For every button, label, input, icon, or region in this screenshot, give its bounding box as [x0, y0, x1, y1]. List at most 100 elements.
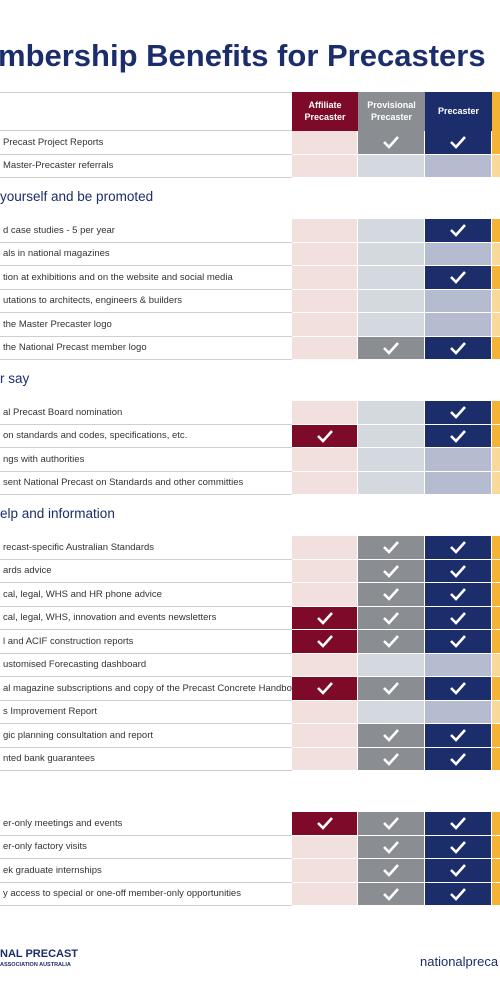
empty-cell [292, 154, 358, 178]
row-label: cal, legal, WHS and HR phone advice [0, 583, 292, 607]
check-cell [358, 583, 425, 607]
orange-strip [492, 724, 500, 748]
row-label: the Master Precaster logo [0, 313, 292, 337]
check-cell [292, 630, 358, 654]
title: mbership Benefits for Precasters [0, 38, 486, 73]
empty-cell [358, 448, 425, 472]
check-cell [425, 859, 492, 883]
orange-strip [492, 700, 500, 724]
row-label: tion at exhibitions and on the website a… [0, 266, 292, 290]
logo-main: NAL PRECAST [0, 948, 79, 960]
orange-strip [492, 812, 500, 836]
row-label: ngs with authorities [0, 448, 292, 472]
check-cell [358, 536, 425, 560]
row-label: the National Precast member logo [0, 337, 292, 360]
empty-cell [358, 266, 425, 290]
check-cell [358, 131, 425, 155]
empty-cell [358, 471, 425, 495]
check-cell [358, 606, 425, 630]
empty-cell [358, 313, 425, 337]
row-label: ustomised Forecasting dashboard [0, 654, 292, 677]
empty-cell [292, 131, 358, 155]
empty-cell [425, 700, 492, 724]
orange-strip [492, 401, 500, 425]
orange-strip [492, 131, 500, 155]
check-cell [425, 724, 492, 748]
row-label: sent National Precast on Standards and o… [0, 472, 292, 495]
check-cell [425, 630, 492, 654]
website: nationalpreca [420, 954, 499, 969]
empty-cell [358, 242, 425, 266]
empty-cell [425, 653, 492, 677]
row-label: s Improvement Report [0, 701, 292, 724]
empty-cell [292, 724, 358, 748]
empty-cell [425, 448, 492, 472]
empty-cell [292, 653, 358, 677]
check-cell [425, 536, 492, 560]
empty-cell [292, 536, 358, 560]
check-cell [358, 747, 425, 771]
row-label: als in national magazines [0, 243, 292, 266]
empty-cell [292, 882, 358, 906]
empty-cell [292, 266, 358, 290]
check-cell [358, 835, 425, 859]
check-cell [425, 677, 492, 701]
empty-cell [292, 219, 358, 243]
check-cell [425, 336, 492, 360]
check-cell [358, 882, 425, 906]
section-title: yourself and be promoted [0, 189, 154, 204]
row-label: al magazine subscriptions and copy of th… [0, 677, 292, 701]
row-label: Master-Precaster referrals [0, 155, 292, 178]
check-cell [425, 606, 492, 630]
column-header: Precaster [425, 92, 492, 131]
orange-strip [492, 653, 500, 677]
empty-cell [358, 219, 425, 243]
empty-cell [292, 448, 358, 472]
row-label: ards advice [0, 560, 292, 583]
orange-strip [492, 536, 500, 560]
check-cell [425, 219, 492, 243]
check-cell [292, 812, 358, 836]
check-cell [425, 424, 492, 448]
empty-cell [358, 653, 425, 677]
orange-strip [492, 424, 500, 448]
row-label: er-only meetings and events [0, 812, 292, 836]
orange-strip [492, 630, 500, 654]
orange-strip [492, 747, 500, 771]
empty-cell [292, 835, 358, 859]
column-header: Affiliate Precaster [292, 92, 358, 131]
row-label: on standards and codes, specifications, … [0, 425, 292, 448]
empty-cell [358, 424, 425, 448]
row-label: nted bank guarantees [0, 748, 292, 771]
empty-cell [425, 471, 492, 495]
empty-cell [292, 747, 358, 771]
check-cell [425, 882, 492, 906]
orange-strip [492, 559, 500, 583]
empty-cell [358, 154, 425, 178]
check-cell [358, 859, 425, 883]
check-cell [358, 630, 425, 654]
logo-sub: ASSOCIATION AUSTRALIA [0, 962, 71, 968]
empty-cell [425, 313, 492, 337]
orange-strip [492, 92, 500, 131]
orange-strip [492, 313, 500, 337]
orange-strip [492, 677, 500, 701]
section-title: elp and information [0, 506, 115, 521]
check-cell [425, 401, 492, 425]
orange-strip [492, 266, 500, 290]
orange-strip [492, 471, 500, 495]
empty-cell [292, 289, 358, 313]
check-cell [358, 559, 425, 583]
row-label: y access to special or one-off member-on… [0, 883, 292, 906]
column-header: Provisional Precaster [358, 92, 425, 131]
check-cell [425, 131, 492, 155]
orange-strip [492, 154, 500, 178]
header-line [0, 92, 292, 131]
section-title: r say [0, 371, 30, 386]
empty-cell [292, 583, 358, 607]
empty-cell [292, 242, 358, 266]
orange-strip [492, 219, 500, 243]
empty-cell [292, 859, 358, 883]
orange-strip [492, 835, 500, 859]
